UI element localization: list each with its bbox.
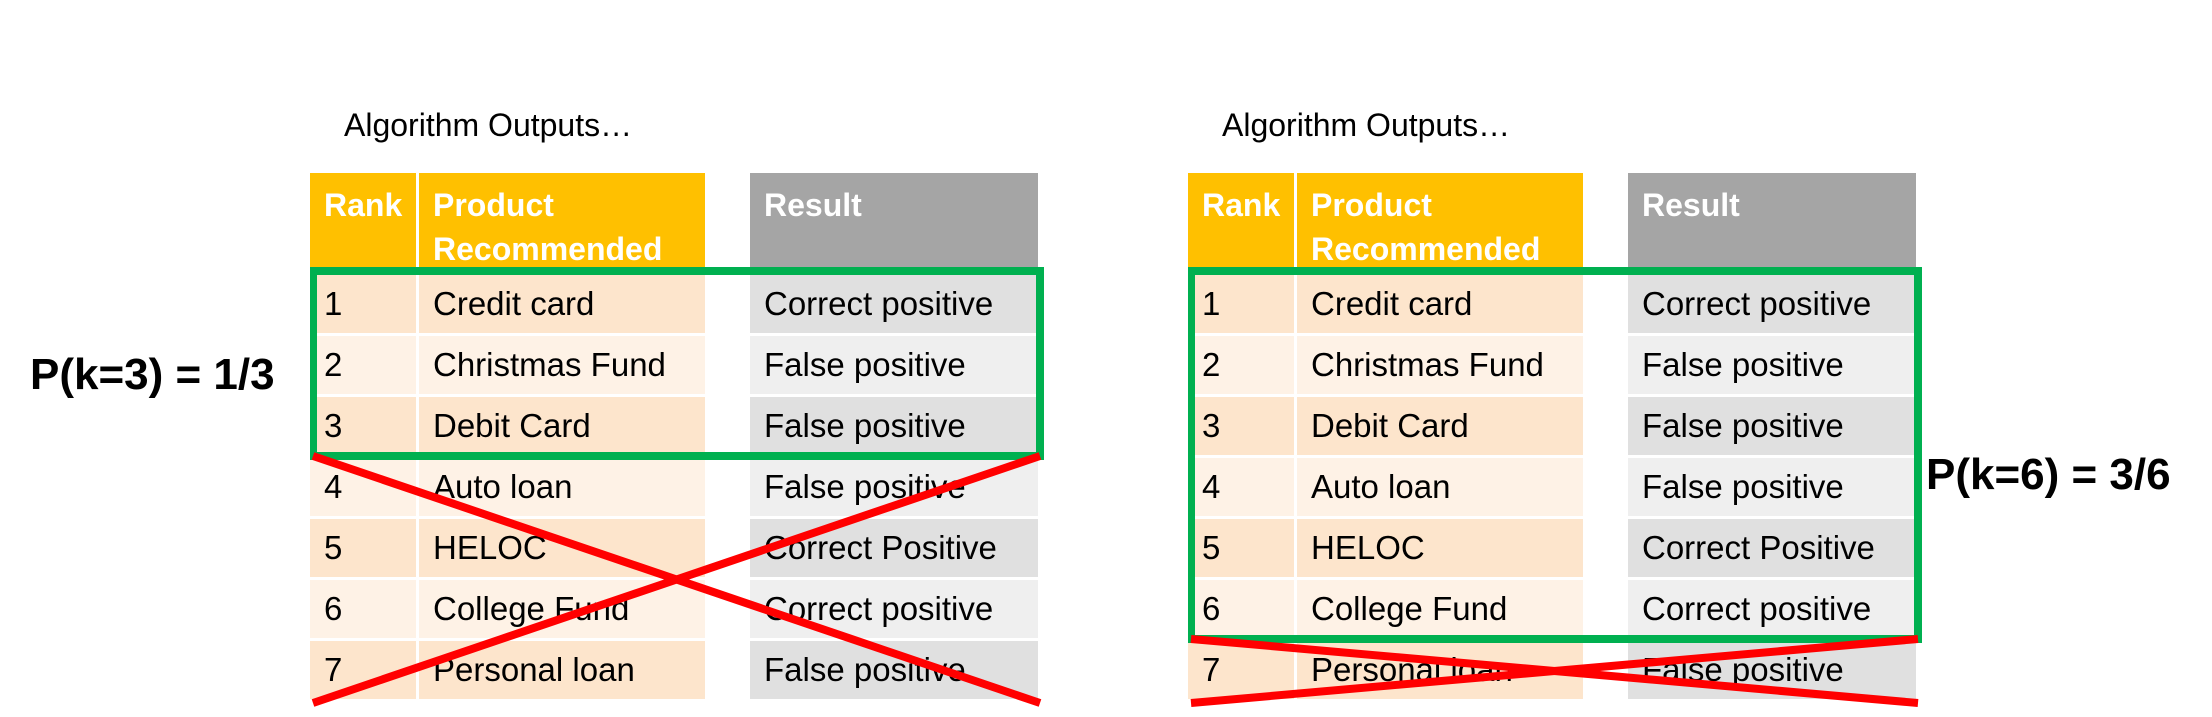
- rank-header: Rank: [310, 173, 416, 273]
- rank-cell: 3: [310, 397, 416, 455]
- rank-header: Rank: [1188, 173, 1294, 273]
- right-caption: Algorithm Outputs…: [1222, 107, 1511, 143]
- rank-cell: 3: [1188, 397, 1294, 455]
- product-cell: College Fund: [1297, 580, 1583, 638]
- product-cell: Christmas Fund: [419, 336, 705, 394]
- rank-cell: 2: [310, 336, 416, 394]
- result-header: Result: [750, 173, 1038, 273]
- result-cell: False positive: [750, 336, 1038, 394]
- right-overlay: [1188, 267, 1922, 707]
- rank-cell: 4: [1188, 458, 1294, 516]
- product-cell: HELOC: [1297, 519, 1583, 577]
- product-header: Product Recommended: [419, 173, 705, 273]
- rank-cell: 1: [1188, 275, 1294, 333]
- product-cell: Christmas Fund: [1297, 336, 1583, 394]
- right-precision-label: P(k=6) = 3/6: [1926, 450, 2171, 499]
- strike-line-2: [1190, 635, 1919, 707]
- rank-cell: 5: [310, 519, 416, 577]
- result-cell: Correct Positive: [1628, 519, 1916, 577]
- top-k-highlight-box: [1188, 267, 1922, 643]
- result-cell: False positive: [1628, 336, 1916, 394]
- left-caption: Algorithm Outputs…: [344, 107, 633, 143]
- product-cell: Debit Card: [419, 397, 705, 455]
- left-precision-label: P(k=3) = 1/3: [30, 350, 275, 399]
- top-k-highlight-box: [310, 267, 1044, 460]
- product-header: Product Recommended: [1297, 173, 1583, 273]
- product-cell: Credit card: [1297, 275, 1583, 333]
- result-cell: False positive: [1628, 458, 1916, 516]
- result-cell: Correct positive: [750, 275, 1038, 333]
- product-cell: Auto loan: [1297, 458, 1583, 516]
- result-cell: Correct positive: [1628, 580, 1916, 638]
- right-panel: Algorithm Outputs… Rank Product Recommend…: [1188, 0, 1948, 717]
- product-cell: Credit card: [419, 275, 705, 333]
- product-cell: HELOC: [419, 519, 705, 577]
- rank-cell: 6: [310, 580, 416, 638]
- result-cell: False positive: [750, 397, 1038, 455]
- rank-cell: 7: [1188, 641, 1294, 699]
- strike-line-2: [311, 452, 1042, 707]
- rank-cell: 6: [1188, 580, 1294, 638]
- left-overlay: [310, 267, 1044, 707]
- left-panel: Algorithm Outputs… Rank Product Recommend…: [310, 0, 1070, 717]
- rank-cell: 1: [310, 275, 416, 333]
- result-header: Result: [1628, 173, 1916, 273]
- rank-cell: 2: [1188, 336, 1294, 394]
- result-cell: False positive: [1628, 397, 1916, 455]
- rank-cell: 5: [1188, 519, 1294, 577]
- result-cell: Correct positive: [1628, 275, 1916, 333]
- product-cell: Debit Card: [1297, 397, 1583, 455]
